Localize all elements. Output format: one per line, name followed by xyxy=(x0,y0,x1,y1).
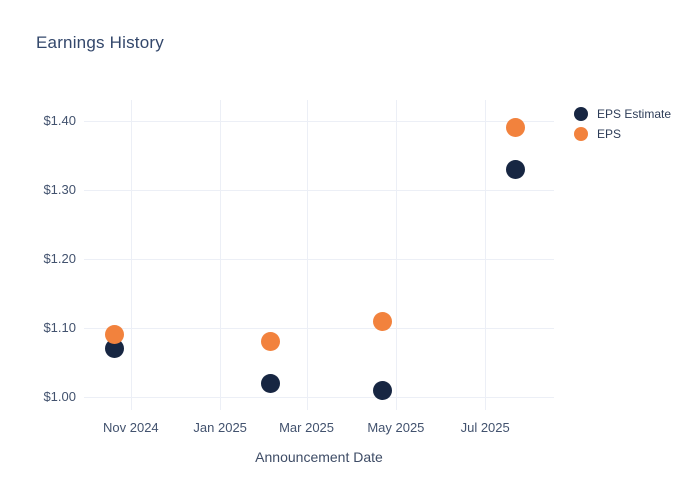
horizontal-gridline xyxy=(84,397,554,398)
legend: EPS Estimate EPS xyxy=(574,104,671,143)
data-point-eps[interactable] xyxy=(373,311,393,331)
horizontal-gridline xyxy=(84,121,554,122)
chart-title: Earnings History xyxy=(36,33,164,52)
data-point-eps-estimate[interactable] xyxy=(373,380,393,400)
data-point-eps[interactable] xyxy=(260,332,280,352)
legend-marker-icon xyxy=(574,106,588,121)
data-point-eps-estimate[interactable] xyxy=(105,339,125,359)
horizontal-gridline xyxy=(84,259,554,260)
data-point-eps[interactable] xyxy=(105,325,125,345)
y-tick-label: $1.20 xyxy=(43,251,76,266)
vertical-gridline xyxy=(130,100,132,410)
x-tick-label: May 2025 xyxy=(367,420,425,435)
legend-item-eps[interactable]: EPS xyxy=(574,124,671,143)
horizontal-gridline xyxy=(84,328,554,329)
y-tick-label: $1.10 xyxy=(43,320,76,335)
y-tick-label: $1.30 xyxy=(43,181,76,197)
vertical-gridline xyxy=(306,100,308,410)
vertical-gridline xyxy=(485,100,487,410)
horizontal-gridline xyxy=(84,190,554,191)
plot-area xyxy=(84,100,554,410)
x-tick-label: Jan 2025 xyxy=(193,420,247,435)
legend-label: EPS xyxy=(597,126,622,141)
legend-marker-icon xyxy=(574,126,588,141)
data-point-eps-estimate[interactable] xyxy=(506,159,526,179)
x-tick-label: Nov 2024 xyxy=(103,420,159,435)
legend-item-eps-estimate[interactable]: EPS Estimate xyxy=(574,104,671,123)
vertical-gridline xyxy=(220,100,222,410)
data-point-eps[interactable] xyxy=(506,118,526,138)
legend-label: EPS Estimate xyxy=(597,106,672,121)
y-tick-label: $1.40 xyxy=(43,112,76,128)
x-tick-label: Jul 2025 xyxy=(460,420,510,435)
x-axis-title: Announcement Date xyxy=(255,449,383,465)
y-tick-label: $1.00 xyxy=(43,389,76,405)
vertical-gridline xyxy=(395,100,397,410)
data-point-eps-estimate[interactable] xyxy=(260,373,280,393)
x-tick-label: Mar 2025 xyxy=(279,420,335,435)
